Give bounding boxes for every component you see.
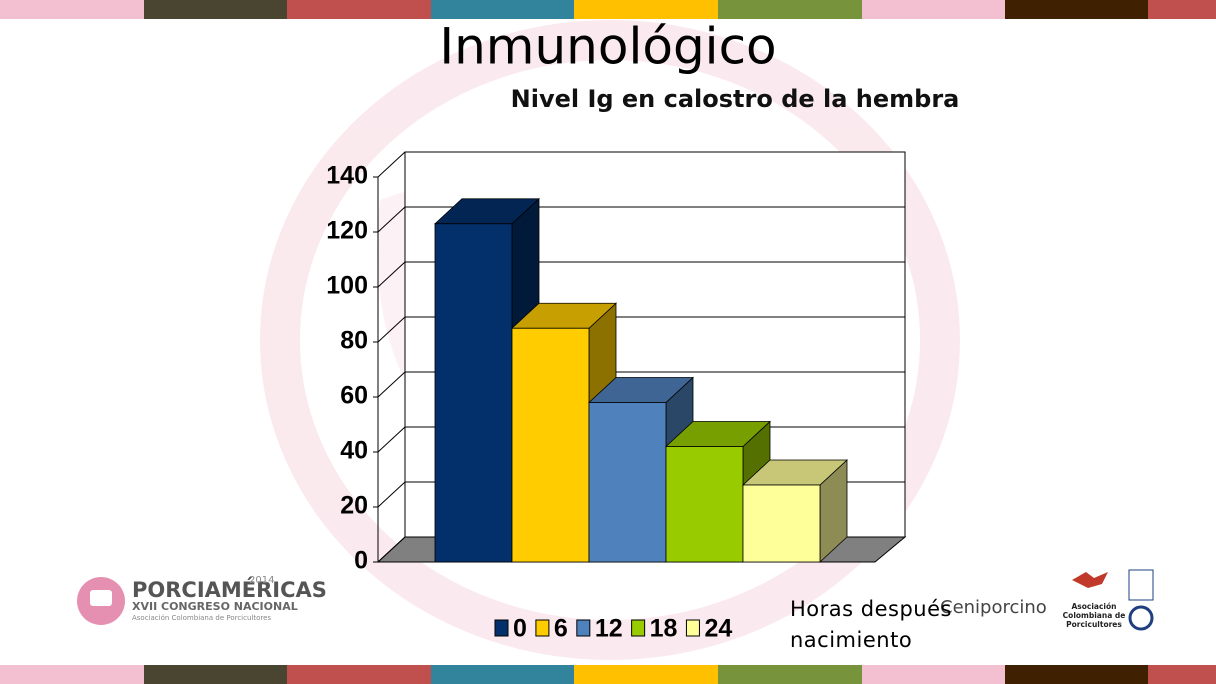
- logo-text: Ceniporcino: [940, 597, 1047, 618]
- axis-annotation: Horas después nacimiento: [790, 597, 952, 652]
- grid-line: [377, 426, 406, 453]
- bar: [665, 446, 744, 563]
- legend-label: 0: [513, 615, 527, 643]
- logo-mid: Ceniporcino: [940, 597, 1047, 618]
- y-tick-label: 20: [340, 492, 368, 520]
- logo-text: 2014: [249, 575, 274, 586]
- bar: [588, 402, 667, 563]
- y-tick-label: 140: [326, 162, 368, 190]
- legend-swatch: [494, 619, 509, 637]
- logo-left: PORCIAMÉRICAS 2014 XVII CONGRESO NACIONA…: [77, 575, 327, 625]
- logo-text: XVII CONGRESO NACIONAL: [132, 600, 298, 613]
- top-stripe: [0, 0, 1216, 19]
- grid-line: [377, 206, 406, 233]
- grid-line: [377, 261, 406, 288]
- legend-swatch: [576, 619, 591, 637]
- y-tick-label: 0: [354, 547, 368, 575]
- grid-line: [377, 536, 406, 563]
- y-tick-label: 100: [326, 272, 368, 300]
- logo-text: Asociación Colombiana de Porcicultores: [132, 614, 271, 622]
- grid-line: [377, 151, 406, 178]
- subtitle: Nivel Ig en calostro de la hembra: [511, 85, 960, 113]
- grid-line: [377, 481, 406, 508]
- logo-right: Asociación Colombiana de Porcicultores: [1062, 569, 1154, 631]
- y-tick-label: 60: [340, 382, 368, 410]
- title: Inmunológico: [439, 18, 776, 76]
- bar: [434, 223, 513, 563]
- logo-text: PORCIAMÉRICAS: [132, 577, 327, 602]
- legend-label: 24: [704, 615, 732, 643]
- legend-swatch: [631, 619, 646, 637]
- grid-line: [377, 371, 406, 398]
- grid-line: [377, 316, 406, 343]
- bar: [742, 484, 821, 563]
- bar: [511, 327, 590, 563]
- logo-text: Asociación Colombiana de Porcicultores: [1062, 602, 1126, 629]
- y-tick-label: 40: [340, 437, 368, 465]
- legend-swatch: [685, 619, 700, 637]
- y-tick-label: 80: [340, 327, 368, 355]
- legend-label: 18: [650, 615, 678, 643]
- y-tick-label: 120: [326, 217, 368, 245]
- legend-label: 6: [554, 615, 568, 643]
- legend-swatch: [535, 619, 550, 637]
- bottom-stripe: [0, 665, 1216, 684]
- legend-label: 12: [595, 615, 623, 643]
